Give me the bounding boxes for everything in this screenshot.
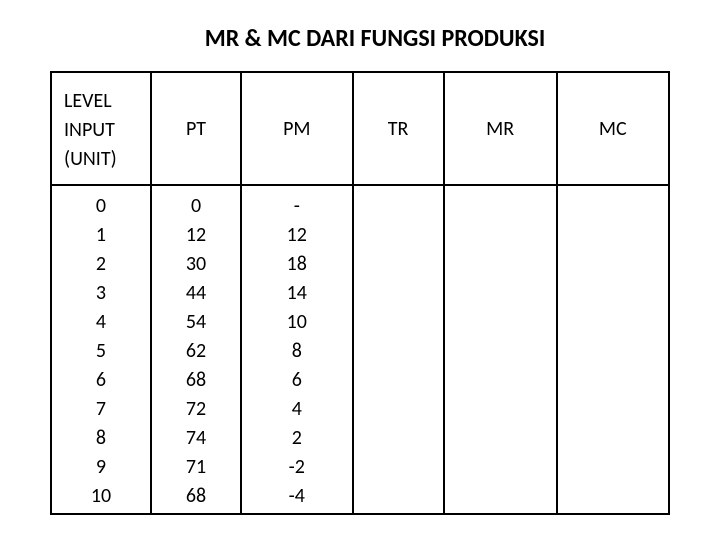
production-table: LEVEL INPUT (UNIT) PT PM TR MR MC 012345… bbox=[50, 71, 670, 515]
cell-value: 68 bbox=[186, 482, 206, 511]
cell-pt: 012304454626872747168 bbox=[151, 185, 241, 514]
cell-value: 14 bbox=[287, 279, 307, 308]
cell-value: -2 bbox=[289, 453, 305, 482]
cell-pm: -121814108642-2-4 bbox=[241, 185, 352, 514]
cell-value: -4 bbox=[289, 482, 305, 511]
table-header-row: LEVEL INPUT (UNIT) PT PM TR MR MC bbox=[51, 72, 669, 185]
cell-value: 62 bbox=[186, 337, 206, 366]
cell-value: 71 bbox=[186, 453, 206, 482]
col-header-mc: MC bbox=[557, 72, 669, 185]
cell-tr bbox=[353, 185, 444, 514]
cell-value: 6 bbox=[292, 366, 302, 395]
level-line-2: INPUT bbox=[64, 116, 115, 145]
cell-value: 0 bbox=[96, 192, 106, 221]
cell-value: 8 bbox=[292, 337, 302, 366]
cell-value: 72 bbox=[186, 395, 206, 424]
cell-value: 44 bbox=[186, 279, 206, 308]
cell-value: 2 bbox=[96, 250, 106, 279]
cell-level: 012345678910 bbox=[51, 185, 151, 514]
cell-value: 18 bbox=[287, 250, 307, 279]
cell-value: 8 bbox=[96, 424, 106, 453]
level-line-3: (UNIT) bbox=[64, 145, 117, 174]
col-header-pm: PM bbox=[241, 72, 352, 185]
col-header-pt: PT bbox=[151, 72, 241, 185]
cell-value: 6 bbox=[96, 366, 106, 395]
cell-value: 2 bbox=[292, 424, 302, 453]
cell-value: 10 bbox=[91, 482, 111, 511]
cell-value: 68 bbox=[186, 366, 206, 395]
cell-value: 0 bbox=[191, 192, 201, 221]
cell-value: 4 bbox=[96, 308, 106, 337]
cell-value: - bbox=[294, 192, 300, 221]
cell-value: 12 bbox=[186, 221, 206, 250]
cell-value: 9 bbox=[96, 453, 106, 482]
col-header-level: LEVEL INPUT (UNIT) bbox=[51, 72, 151, 185]
cell-value: 7 bbox=[96, 395, 106, 424]
cell-value: 54 bbox=[186, 308, 206, 337]
cell-mc bbox=[557, 185, 669, 514]
cell-value: 3 bbox=[96, 279, 106, 308]
cell-value: 10 bbox=[287, 308, 307, 337]
cell-value: 1 bbox=[96, 221, 106, 250]
table-data-row: 012345678910 012304454626872747168 -1218… bbox=[51, 185, 669, 514]
cell-value: 4 bbox=[292, 395, 302, 424]
page-title: MR & MC DARI FUNGSI PRODUKSI bbox=[70, 24, 680, 53]
cell-value: 12 bbox=[287, 221, 307, 250]
cell-value: 5 bbox=[96, 337, 106, 366]
col-header-tr: TR bbox=[353, 72, 444, 185]
cell-value: 30 bbox=[186, 250, 206, 279]
cell-mr bbox=[444, 185, 557, 514]
level-line-1: LEVEL bbox=[64, 87, 112, 116]
col-header-mr: MR bbox=[444, 72, 557, 185]
cell-value: 74 bbox=[186, 424, 206, 453]
